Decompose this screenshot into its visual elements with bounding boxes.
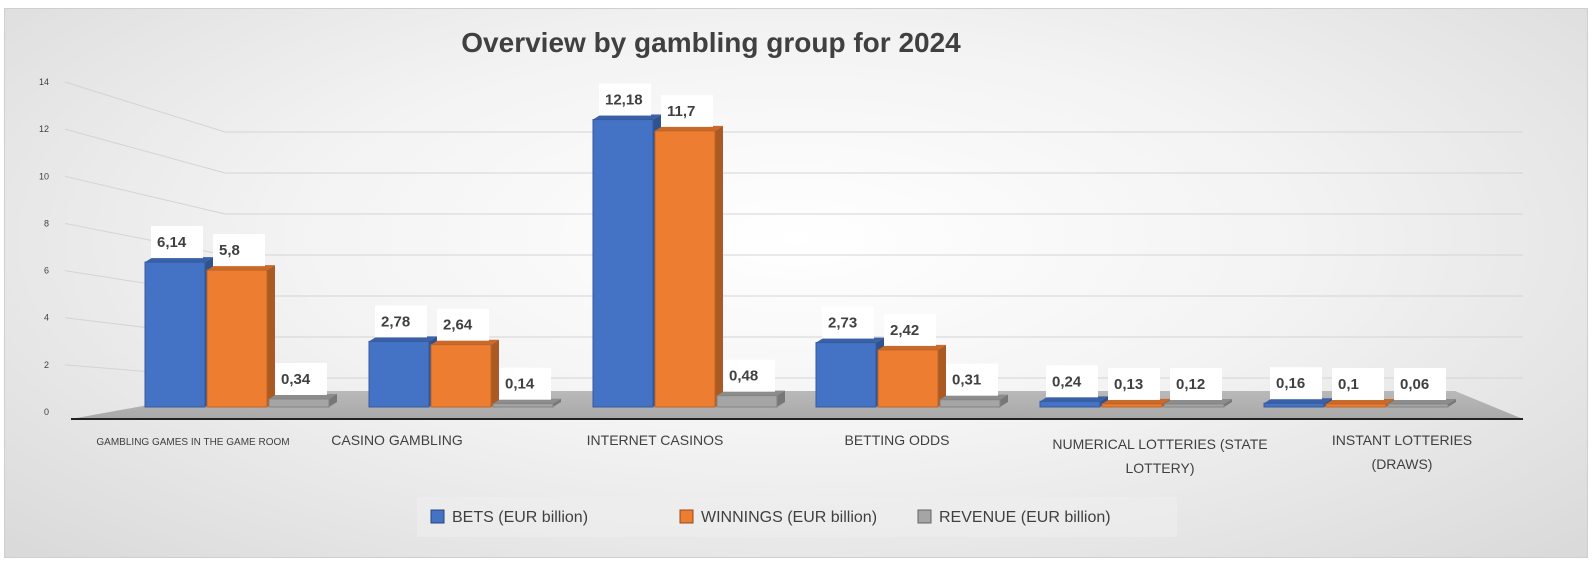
chart-area: 0 2 4 6 8 10 12 14 6,14 5,8 0,34 2,78 2,64 0,14 12,18… <box>4 8 1588 558</box>
y-tick-label: 10 <box>39 171 49 181</box>
bar-winnings <box>430 339 499 408</box>
svg-text:0,16: 0,16 <box>1276 375 1305 392</box>
svg-text:12,18: 12,18 <box>605 92 643 109</box>
svg-text:0,1: 0,1 <box>1338 376 1359 393</box>
legend-swatch <box>679 509 694 524</box>
legend-item-winnings: WINNINGS (EUR billion) <box>679 509 877 526</box>
bar-revenue <box>492 398 561 408</box>
bar-bets <box>1263 398 1332 408</box>
category-label: NUMERICAL LOTTERIES (STATE LOTTERY) <box>1052 436 1267 476</box>
legend-label: WINNINGS (EUR billion) <box>701 509 877 526</box>
y-tick-label: 6 <box>44 266 49 276</box>
svg-text:0,13: 0,13 <box>1114 376 1143 393</box>
svg-text:0,06: 0,06 <box>1400 376 1429 393</box>
bar-winnings <box>1101 398 1170 408</box>
data-label-revenue: 0,12 <box>1170 368 1222 400</box>
bar-bets <box>144 257 213 408</box>
data-label-revenue: 0,31 <box>946 363 998 396</box>
bar-bets <box>815 337 884 408</box>
legend-swatch <box>917 509 932 524</box>
y-tick-label: 4 <box>44 313 49 323</box>
bar-revenue <box>1387 399 1456 408</box>
category-label: INSTANT LOTTERIES (DRAWS) <box>1332 432 1472 472</box>
svg-text:0,24: 0,24 <box>1052 373 1082 390</box>
data-label-bets: 12,18 <box>599 83 651 116</box>
data-label-revenue: 0,14 <box>499 367 551 400</box>
svg-text:2,73: 2,73 <box>828 315 857 332</box>
gridline <box>64 317 1523 338</box>
data-label-bets: 0,16 <box>1270 367 1322 400</box>
svg-text:5,8: 5,8 <box>219 242 240 259</box>
y-tick-label: 0 <box>44 407 49 417</box>
category-label: CASINO GAMBLING <box>331 432 462 448</box>
y-tick-label: 8 <box>44 218 49 228</box>
y-tick-label: 12 <box>39 124 49 134</box>
data-label-winnings: 5,8 <box>213 234 265 267</box>
bar-winnings <box>1325 399 1394 408</box>
gridline <box>64 175 1523 215</box>
svg-text:0,12: 0,12 <box>1176 376 1205 393</box>
legend-label: BETS (EUR billion) <box>452 509 588 526</box>
data-label-winnings: 2,64 <box>437 308 489 341</box>
svg-text:0,31: 0,31 <box>952 372 981 389</box>
svg-text:2,64: 2,64 <box>443 317 473 334</box>
bar-chart: 0 2 4 6 8 10 12 14 6,14 5,8 0,34 2,78 2,64 0,14 12,18… <box>39 27 1523 537</box>
gridline <box>64 128 1523 174</box>
svg-text:6,14: 6,14 <box>157 234 187 251</box>
bar-bets <box>1039 396 1108 408</box>
legend-item-bets: BETS (EUR billion) <box>430 509 588 526</box>
data-label-winnings: 0,1 <box>1332 368 1384 400</box>
data-label-winnings: 2,42 <box>884 313 936 346</box>
data-label-bets: 0,24 <box>1046 365 1098 398</box>
category-label: BETTING ODDS <box>844 432 949 448</box>
svg-text:11,7: 11,7 <box>667 103 695 120</box>
bar-revenue <box>716 390 785 408</box>
bar-winnings <box>654 125 723 408</box>
data-label-winnings: 11,7 <box>661 94 713 127</box>
bar-winnings <box>877 344 946 408</box>
legend-item-revenue: REVENUE (EUR billion) <box>917 509 1111 526</box>
category-label: INTERNET CASINOS <box>587 432 724 448</box>
data-label-revenue: 0,48 <box>723 359 775 392</box>
chart-title: Overview by gambling group for 2024 <box>461 27 961 58</box>
svg-text:0,34: 0,34 <box>281 371 311 388</box>
svg-text:0,48: 0,48 <box>729 368 758 385</box>
legend-label: REVENUE (EUR billion) <box>939 509 1111 526</box>
chart-legend: BETS (EUR billion) WINNINGS (EUR billion)… <box>417 497 1177 537</box>
gridline <box>64 270 1523 297</box>
legend-swatch <box>430 509 445 524</box>
svg-text:2,78: 2,78 <box>381 313 410 330</box>
bar-bets <box>592 114 661 408</box>
gridline <box>64 222 1523 256</box>
data-label-revenue: 0,34 <box>275 362 327 395</box>
svg-text:2,42: 2,42 <box>890 322 919 339</box>
y-tick-label: 14 <box>39 77 49 87</box>
svg-text:0,14: 0,14 <box>505 376 535 393</box>
bar-bets <box>368 336 437 408</box>
data-label-winnings: 0,13 <box>1108 367 1160 400</box>
bar-revenue <box>1163 399 1232 408</box>
bar-revenue <box>939 394 1008 408</box>
bar-revenue <box>268 393 337 408</box>
data-label-bets: 2,78 <box>375 305 427 338</box>
data-label-bets: 2,73 <box>822 306 874 339</box>
bar-winnings <box>206 265 275 408</box>
data-label-revenue: 0,06 <box>1394 368 1446 400</box>
gridline <box>64 81 1523 133</box>
data-label-bets: 6,14 <box>151 226 203 259</box>
y-tick-label: 2 <box>44 360 49 370</box>
category-label: GAMBLING GAMES IN THE GAME ROOM <box>96 437 289 448</box>
